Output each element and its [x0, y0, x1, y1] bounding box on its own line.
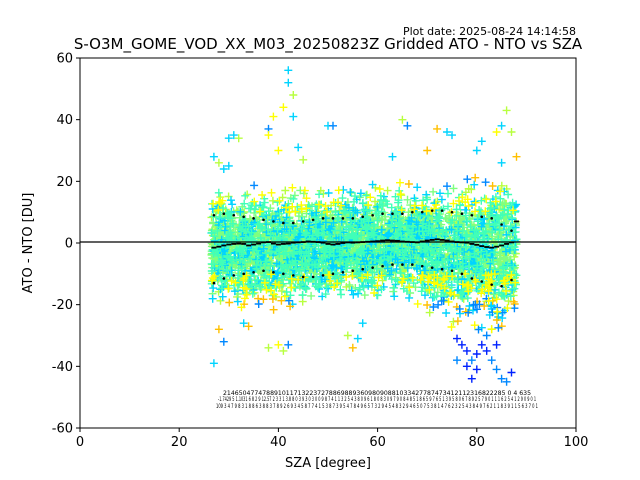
lower-bound-point [321, 274, 325, 277]
upper-bound-point [262, 218, 265, 222]
lower-bound-point [351, 269, 355, 273]
upper-bound-point [242, 215, 245, 219]
lower-bound-point [401, 263, 404, 266]
lower-bound-point [490, 283, 493, 286]
upper-bound-point [420, 210, 424, 214]
lower-bound-point [510, 278, 513, 282]
count-annotation-row: 2146504774788910117132237278869889360980… [223, 390, 531, 397]
lower-bound-point [460, 272, 464, 276]
lower-bound-point [450, 269, 454, 273]
upper-bound-point [450, 210, 454, 214]
upper-bound-point [212, 213, 216, 217]
lower-bound-point [331, 272, 335, 276]
x-tick-label: 60 [369, 435, 386, 450]
scatter-layer [207, 66, 521, 386]
scatter-marks [219, 121, 519, 386]
upper-bound-point [440, 209, 444, 212]
upper-bound-point [351, 217, 355, 220]
upper-bound-point [331, 217, 335, 220]
upper-bound-point [252, 217, 255, 220]
y-tick-label: 0 [65, 237, 73, 252]
chart-title: S-O3M_GOME_VOD_XX_M03_20250823Z Gridded … [74, 35, 583, 54]
upper-bound-point [510, 229, 513, 232]
upper-bound-point [411, 210, 414, 214]
x-tick-label: 40 [270, 435, 287, 450]
upper-bound-point [361, 215, 365, 219]
plot-area: 2146504774788910117132237278869889360980… [79, 57, 577, 429]
lower-bound-point [430, 266, 434, 269]
y-tick-label: 60 [56, 52, 73, 67]
count-annotation-row: 109 3 4 7 9 8 3 1 8 8 6 3 8 8 3 7 8 9 2 … [216, 403, 538, 410]
lower-bound-point [480, 280, 484, 283]
y-tick-label: -60 [52, 422, 73, 437]
upper-bound-point [311, 218, 315, 222]
lower-bound-point [242, 272, 245, 276]
lower-bound-point [262, 269, 265, 273]
upper-bound-point [321, 217, 325, 220]
upper-bound-point [272, 220, 275, 223]
lower-bound-point [252, 270, 255, 274]
lower-bound-point [291, 274, 295, 277]
x-tick-label: 0 [76, 435, 84, 450]
upper-bound-point [222, 212, 226, 216]
y-axis: -60 -40 -20 0 20 40 60 [52, 52, 80, 437]
upper-bound-point [460, 212, 464, 216]
lower-bound-point [470, 277, 474, 280]
count-annotations: 2146504774788910117132237278869889360980… [216, 390, 538, 410]
upper-bound-point [232, 213, 236, 217]
y-tick-label: 20 [56, 175, 73, 190]
upper-bound-point [490, 217, 493, 220]
y-tick-label: 40 [56, 113, 73, 128]
upper-bound-point [480, 215, 484, 219]
upper-bound-point [470, 213, 474, 217]
upper-bound-point [301, 220, 305, 223]
lower-bound-point [272, 270, 275, 274]
lower-bound-point [341, 270, 345, 274]
upper-bound-point [282, 221, 285, 225]
scatter-marks [207, 103, 520, 349]
plot-date: Plot date: 2025-08-24 14:14:58 [403, 25, 576, 38]
upper-bound-point [500, 223, 503, 226]
y-axis-label: ATO - NTO [DU] [21, 193, 36, 294]
lower-bound-point [500, 284, 503, 288]
lower-bound-point [420, 264, 424, 268]
x-tick-label: 100 [564, 435, 589, 450]
lower-bound-point [232, 274, 236, 277]
lower-bound-point [391, 263, 394, 266]
count-annotation-row: -1.7429 5 1.1031 6 8 2 9 12.57 2 3 3 1 3… [218, 396, 536, 403]
lower-bound-point [212, 281, 216, 285]
lower-bound-point [282, 272, 285, 276]
y-tick-label: -20 [52, 298, 73, 313]
upper-bound-point [430, 209, 434, 212]
x-tick-label: 80 [469, 435, 486, 450]
lower-bound-point [311, 275, 315, 279]
upper-bound-point [401, 212, 404, 216]
upper-bound-point [341, 217, 345, 220]
upper-bound-point [381, 212, 384, 216]
lower-bound-point [301, 275, 305, 279]
x-axis: 0 20 40 60 80 100 [76, 428, 589, 450]
x-axis-label: SZA [degree] [285, 456, 371, 471]
lower-bound-point [381, 264, 384, 268]
lower-bound-point [440, 267, 444, 271]
lower-bound-point [371, 266, 374, 269]
scatter-marks [214, 124, 521, 352]
upper-bound-point [291, 221, 295, 225]
scatter-marks [453, 334, 516, 383]
y-tick-label: -40 [52, 360, 73, 375]
x-tick-label: 20 [171, 435, 188, 450]
lower-bound-point [411, 263, 414, 266]
lower-bound-point [222, 277, 226, 280]
upper-bound-point [371, 213, 374, 217]
lower-bound-point [361, 267, 365, 271]
upper-bound-point [391, 212, 394, 216]
